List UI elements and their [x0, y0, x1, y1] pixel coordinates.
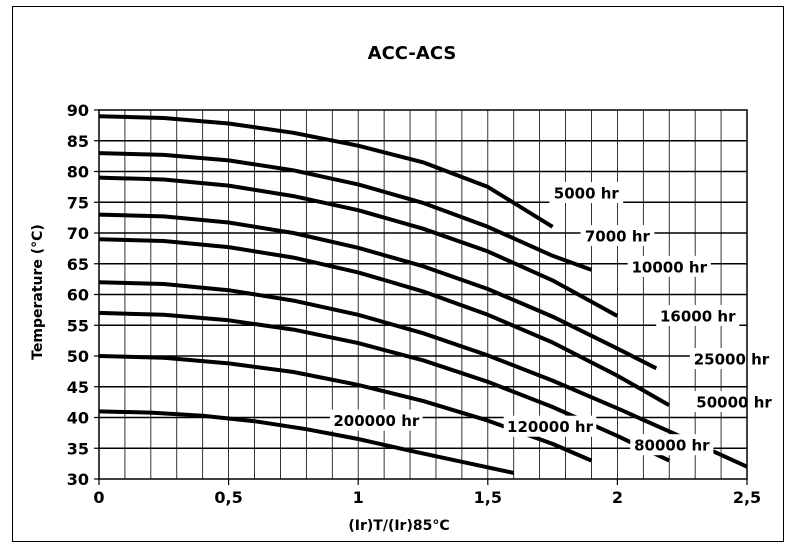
y-tick-label: 75 — [67, 193, 89, 212]
series-label-1: 5000 hr — [554, 185, 620, 203]
y-tick-label: 30 — [67, 470, 89, 489]
x-tick-label: 1,5 — [474, 488, 502, 507]
chart-title: ACC-ACS — [368, 43, 457, 64]
x-axis-label: (Ir)T/(Ir)85°C — [348, 518, 449, 534]
series-lines — [98, 114, 748, 475]
series-label-bg — [656, 305, 740, 327]
series-line-8 — [98, 354, 593, 463]
series-label-bg — [689, 348, 774, 370]
series-line-4 — [98, 212, 658, 371]
y-tick-label: 50 — [67, 347, 89, 366]
y-tick-label: 55 — [67, 316, 89, 335]
y-tick-label: 80 — [67, 163, 89, 182]
y-tick-label: 60 — [67, 286, 89, 305]
y-tick-label: 35 — [67, 439, 89, 458]
series-label-5: 25000 hr — [694, 351, 770, 369]
series-label-bg — [627, 255, 711, 277]
chart-frame: ACC-ACS 5000 hr 7000 hr 10000 hr 16000 hr 25… — [12, 6, 784, 542]
series-label-2: 7000 hr — [585, 228, 651, 246]
x-tick-label: 1 — [353, 488, 364, 507]
axes: 0 0,5 1 1,5 2 2,5 30 35 40 45 50 55 60 65 70 75 80 85 90 — [67, 101, 761, 507]
series-line-6 — [98, 280, 748, 469]
y-tick-label: 90 — [67, 101, 89, 120]
series-line-1 — [98, 114, 554, 229]
y-tick-label: 70 — [67, 224, 89, 243]
x-tick-label: 0,5 — [214, 488, 242, 507]
series-line-2 — [98, 151, 593, 272]
y-tick-label: 65 — [67, 255, 89, 274]
series-label-bg — [580, 225, 655, 247]
series-label-9: 200000 hr — [333, 412, 420, 430]
y-axis-label: Temperature (°C) — [30, 224, 46, 360]
series-labels: 5000 hr 7000 hr 10000 hr 16000 hr 25000 hr 50… — [330, 182, 776, 456]
y-tick-label: 40 — [67, 409, 89, 428]
series-label-bg — [503, 415, 597, 437]
y-tick-label: 45 — [67, 378, 89, 397]
series-label-7: 80000 hr — [634, 437, 710, 455]
series-label-bg — [630, 434, 714, 456]
y-tick-label: 85 — [67, 132, 89, 151]
series-label-6: 50000 hr — [696, 394, 772, 412]
series-label-4: 16000 hr — [660, 308, 736, 326]
series-line-5 — [98, 237, 671, 407]
series-label-bg — [549, 182, 624, 204]
series-label-bg — [692, 391, 776, 413]
x-tick-label: 2,5 — [733, 488, 761, 507]
x-tick-label: 2 — [612, 488, 623, 507]
x-tick-label: 0 — [93, 488, 104, 507]
series-line-9 — [98, 409, 515, 475]
series-label-3: 10000 hr — [631, 258, 707, 276]
series-line-3 — [98, 175, 619, 318]
series-label-8: 120000 hr — [507, 418, 594, 436]
series-label-bg — [330, 409, 423, 431]
